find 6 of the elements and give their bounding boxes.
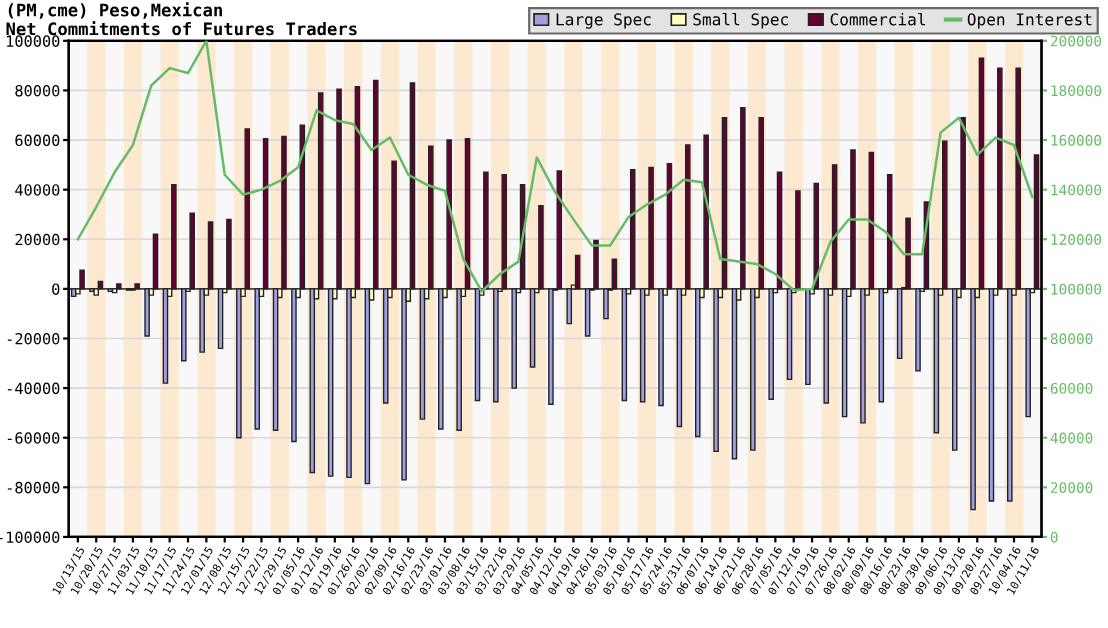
chart-subtitle: Net Commitments of Futures Traders: [6, 21, 357, 36]
legend-label: Open Interest: [967, 13, 1092, 29]
legend-label: Large Spec: [556, 13, 651, 29]
legend-label: Small Spec: [693, 12, 788, 29]
legend-label: Commercial: [830, 12, 925, 26]
chart-title: (PM,cme) Peso,Mexican: [8, 2, 222, 19]
